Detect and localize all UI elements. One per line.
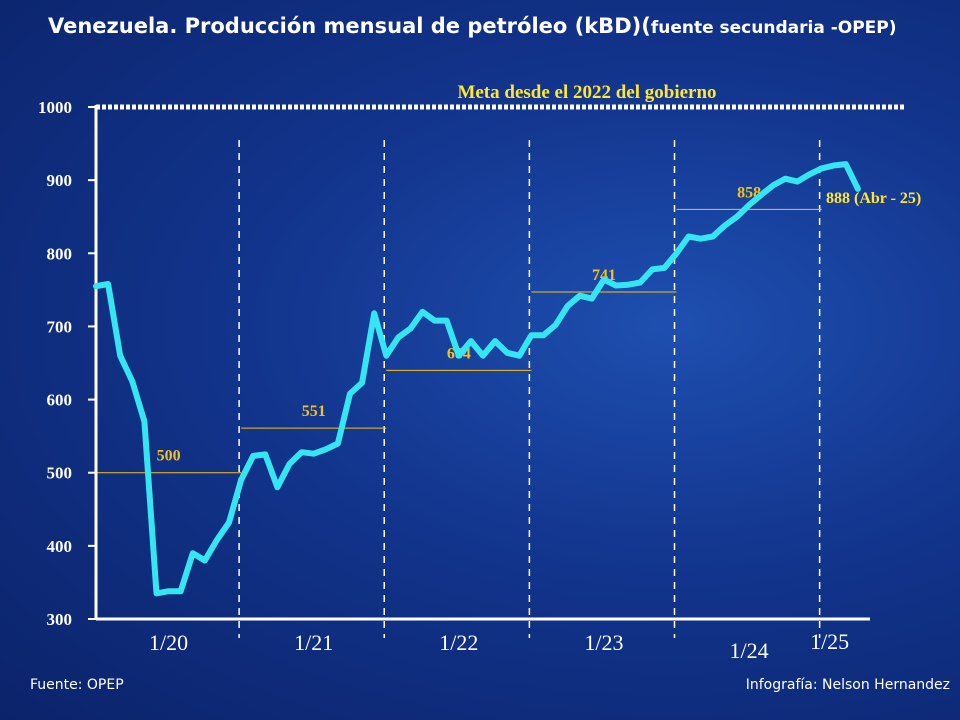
- y-tick-label: 1000: [38, 98, 72, 117]
- chart-title-source: fuente secundaria -OPEP): [650, 18, 897, 38]
- y-tick-label: 900: [47, 171, 73, 190]
- last-point-label-group: 888 (Abr - 25): [826, 190, 921, 207]
- axes: [94, 105, 870, 621]
- goal-label: Meta desde el 2022 del gobierno: [457, 82, 716, 103]
- footer-credit: Infografía: Nelson Hernandez: [745, 677, 950, 693]
- x-tick-label: 1/22: [439, 630, 478, 655]
- series: [93, 161, 861, 597]
- year-dividers: [238, 140, 821, 638]
- x-tick-label: 1/21: [294, 630, 333, 655]
- chart-title-main: Venezuela. Producción mensual de petróle…: [48, 14, 651, 38]
- y-axis-ticks: 300 400 500 600 700 800 900 1000: [38, 98, 96, 629]
- annual-average-label: 500: [157, 448, 181, 465]
- y-tick-label: 400: [47, 537, 73, 556]
- x-axis-labels: 1/20 1/21 1/22 1/23 1/24 1/25: [149, 629, 849, 663]
- chart-title: Venezuela. Producción mensual de petróle…: [48, 14, 958, 38]
- y-tick-label: 300: [47, 610, 73, 629]
- annual-average-label: 551: [302, 403, 326, 420]
- x-tick-label: 1/25: [810, 629, 849, 654]
- y-tick-label: 700: [47, 317, 73, 336]
- goal-line-group: Meta desde el 2022 del gobierno: [96, 82, 905, 110]
- last-point-label: 888 (Abr - 25): [826, 190, 921, 207]
- x-tick-label: 1/20: [149, 630, 188, 655]
- y-tick-label: 600: [47, 391, 73, 410]
- x-tick-label: 1/24: [730, 638, 769, 663]
- production-line: [93, 161, 861, 597]
- y-tick-label: 500: [47, 464, 73, 483]
- x-tick-label: 1/23: [584, 630, 623, 655]
- y-tick-label: 800: [47, 244, 73, 263]
- footer-source: Fuente: OPEP: [30, 677, 124, 693]
